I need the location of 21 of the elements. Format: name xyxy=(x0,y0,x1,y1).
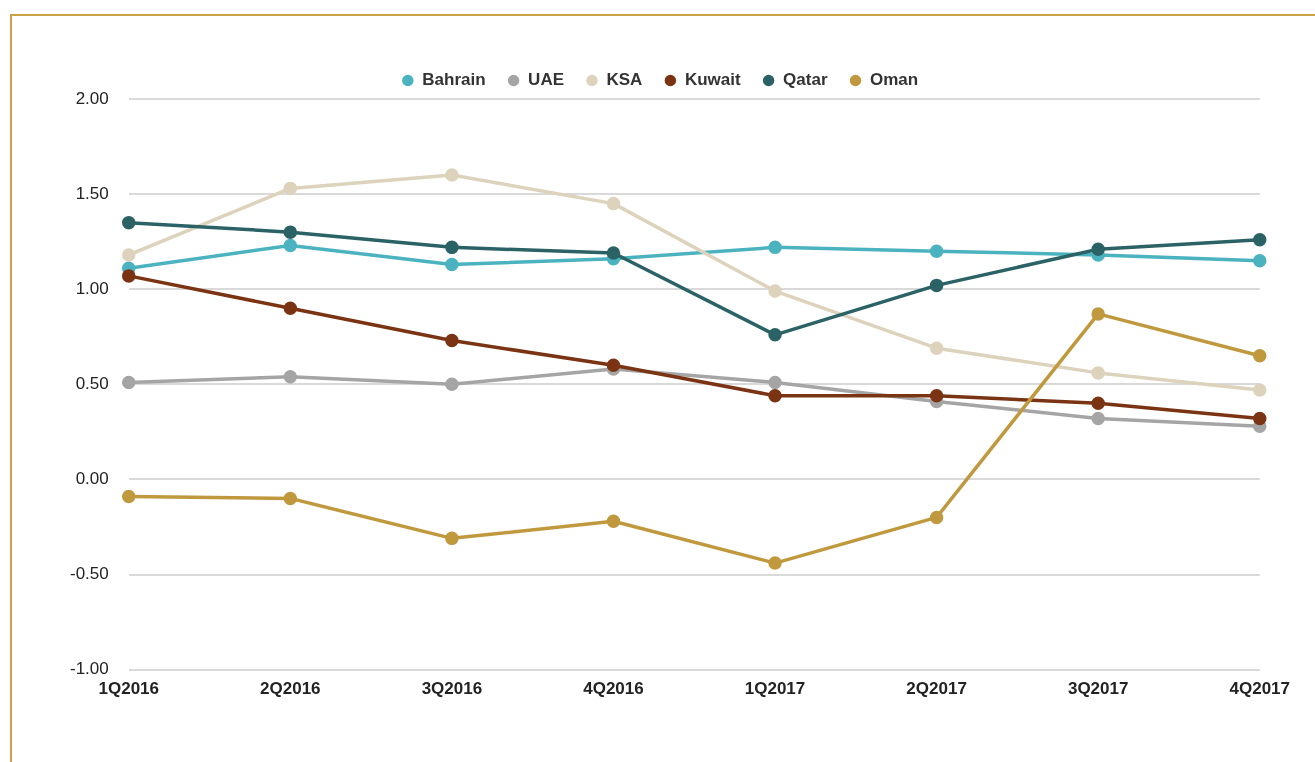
x-tick-label: 3Q2016 xyxy=(421,679,483,699)
y-tick-label: 0.50 xyxy=(75,373,109,393)
x-tick-label: 4Q2017 xyxy=(1229,679,1290,699)
y-tick-label: 1.50 xyxy=(75,183,109,203)
legend-label: KSA xyxy=(606,70,643,90)
x-tick-label: 1Q2016 xyxy=(98,679,159,699)
legend-label: Qatar xyxy=(783,70,828,90)
x-tick-label: 4Q2016 xyxy=(583,679,644,699)
x-tick-label: 3Q2017 xyxy=(1067,679,1129,699)
legend-label: UAE xyxy=(528,70,565,90)
y-tick-label: 2.00 xyxy=(75,88,109,108)
y-tick-label: -0.50 xyxy=(70,564,109,584)
legend-label: Kuwait xyxy=(684,70,741,90)
y-tick-label: -1.00 xyxy=(70,659,109,679)
x-tick-label: 1Q2017 xyxy=(744,679,806,699)
x-tick-label: 2Q2016 xyxy=(260,679,321,699)
x-tick-label: 2Q2017 xyxy=(906,679,967,699)
y-tick-label: 0.00 xyxy=(75,469,109,489)
y-tick-label: 1.00 xyxy=(75,278,109,298)
legend-label: Oman xyxy=(870,70,919,90)
legend-label: Bahrain xyxy=(422,70,486,90)
